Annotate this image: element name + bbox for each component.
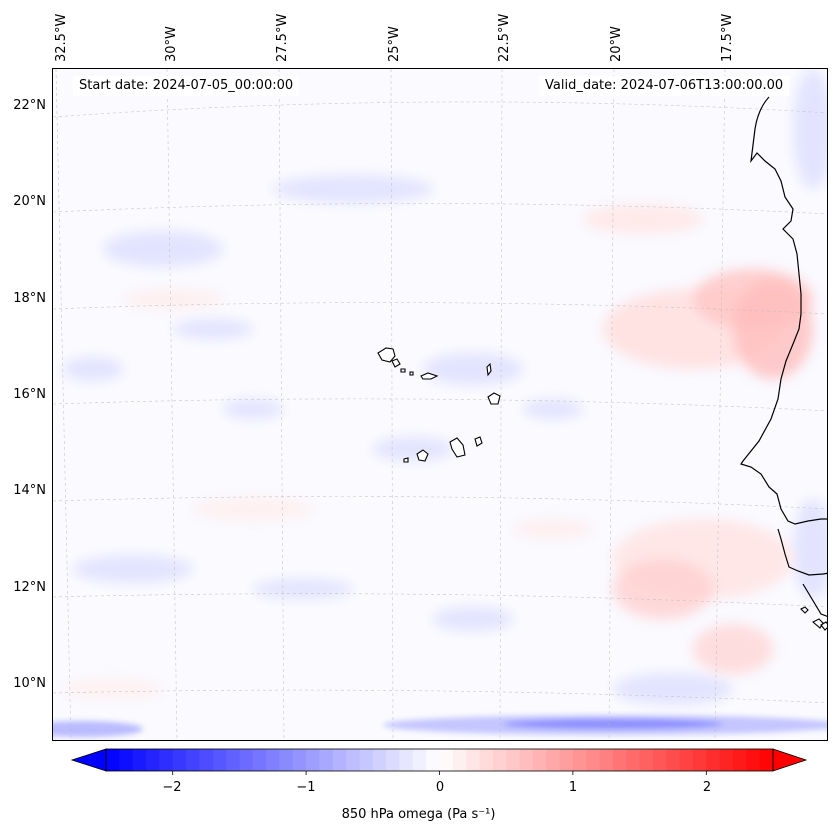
positive-omega-patches: [63, 204, 813, 699]
colorbar-segment: [172, 749, 187, 771]
colorbar-segment: [359, 749, 374, 771]
colorbar-segment: [306, 749, 321, 771]
colorbar-segment: [132, 749, 147, 771]
colorbar-segment: [386, 749, 401, 771]
colorbar-tick-1: 1: [568, 780, 578, 795]
colorbar-segment: [506, 749, 521, 771]
omega-field-map: [53, 69, 827, 740]
colorbar-segment: [692, 749, 707, 771]
colorbar-segment: [439, 749, 454, 771]
lat-label-12n: 12°N: [13, 580, 46, 595]
southern-ascent-band: [53, 715, 827, 737]
colorbar-segment: [106, 749, 120, 771]
colorbar-segment: [239, 749, 254, 771]
colorbar-segment: [626, 749, 641, 771]
colorbar-tick-marks: [172, 771, 707, 775]
colorbar-segment: [266, 749, 281, 771]
colorbar-segment: [452, 749, 467, 771]
colorbar-segment: [332, 749, 347, 771]
lat-label-10n: 10°N: [13, 676, 46, 691]
colorbar-segment: [492, 749, 507, 771]
colorbar-segment: [746, 749, 761, 771]
colorbar-segment: [612, 749, 627, 771]
colorbar-extend-max: [772, 748, 808, 772]
colorbar-segment: [639, 749, 654, 771]
colorbar-segment: [399, 749, 414, 771]
colorbar-segment: [532, 749, 547, 771]
colorbar-extend-min: [70, 748, 107, 772]
west-africa-coastline: [740, 96, 827, 525]
cape-verde-islands: [377, 347, 501, 463]
valid-date-label: Valid_date: 2024-07-06T13:00:00.00: [539, 76, 790, 96]
lat-label-20n: 20°N: [13, 194, 46, 209]
lat-label-22n: 22°N: [13, 98, 46, 113]
gridlines: [53, 69, 827, 740]
colorbar-segment: [346, 749, 361, 771]
colorbar-segment: [212, 749, 227, 771]
gambia-coastline: [777, 528, 827, 576]
colorbar-segment: [412, 749, 427, 771]
colorbar-segment: [479, 749, 494, 771]
colorbar-segments: [106, 749, 774, 771]
colorbar-segment: [119, 749, 134, 771]
colorbar-segment: [759, 749, 774, 771]
colorbar-segment: [719, 749, 734, 771]
colorbar-segment: [252, 749, 267, 771]
colorbar-segment: [519, 749, 534, 771]
start-date-label: Start date: 2024-07-05_00:00:00: [73, 76, 300, 96]
colorbar-segment: [372, 749, 387, 771]
colorbar-segment: [159, 749, 174, 771]
colorbar-segment: [292, 749, 307, 771]
colorbar-segment: [732, 749, 747, 771]
colorbar-segment: [599, 749, 614, 771]
colorbar-segment: [706, 749, 721, 771]
colorbar-tick-0: 0: [435, 780, 445, 795]
colorbar-segment: [572, 749, 587, 771]
colorbar-tick-neg1: −1: [296, 780, 316, 795]
colorbar-segment: [586, 749, 601, 771]
colorbar-segment: [199, 749, 214, 771]
colorbar-segment: [559, 749, 574, 771]
colorbar-label: 850 hPa omega (Pa s⁻¹): [341, 807, 496, 822]
colorbar-tick-2: 2: [702, 780, 712, 795]
negative-omega-patches: [63, 69, 827, 705]
colorbar-segment: [186, 749, 200, 771]
lat-label-18n: 18°N: [13, 291, 46, 306]
colorbar-segment: [679, 749, 694, 771]
colorbar-segment: [319, 749, 334, 771]
colorbar-segment: [546, 749, 561, 771]
colorbar-segment: [279, 749, 294, 771]
field-background: [53, 69, 827, 740]
colorbar-segment: [226, 749, 240, 771]
colorbar-tick-neg2: −2: [162, 780, 182, 795]
bijagos-islands: [800, 606, 827, 631]
map-panel: [52, 68, 828, 741]
colorbar-segment: [666, 749, 681, 771]
colorbar-segment: [652, 749, 667, 771]
lat-label-14n: 14°N: [13, 483, 46, 498]
colorbar-segment: [466, 749, 481, 771]
guinea-coastline: [802, 583, 827, 617]
lat-label-16n: 16°N: [13, 387, 46, 402]
colorbar-segment: [146, 749, 160, 771]
colorbar-segment: [426, 749, 441, 771]
